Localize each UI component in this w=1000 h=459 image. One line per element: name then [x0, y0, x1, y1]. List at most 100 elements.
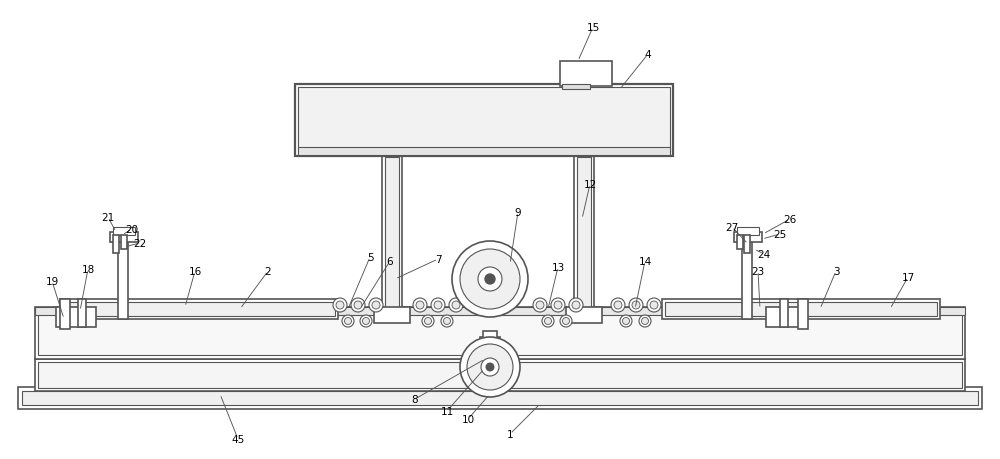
- Bar: [742, 237, 752, 319]
- Circle shape: [416, 302, 424, 309]
- Text: 10: 10: [461, 414, 475, 424]
- Circle shape: [351, 298, 365, 312]
- Circle shape: [452, 302, 460, 309]
- Text: 15: 15: [586, 23, 600, 33]
- Circle shape: [372, 302, 380, 309]
- Text: 11: 11: [440, 406, 454, 416]
- Bar: [295, 85, 673, 157]
- Bar: [113, 235, 119, 253]
- Circle shape: [647, 298, 661, 312]
- Circle shape: [431, 298, 445, 312]
- Text: 9: 9: [515, 207, 521, 218]
- Text: 13: 13: [551, 263, 565, 272]
- Text: 6: 6: [387, 257, 393, 266]
- Circle shape: [478, 268, 502, 291]
- Circle shape: [354, 302, 362, 309]
- Circle shape: [336, 302, 344, 309]
- Text: 20: 20: [125, 224, 139, 235]
- Circle shape: [460, 337, 520, 397]
- Bar: [566, 308, 602, 323]
- Circle shape: [425, 318, 432, 325]
- Text: 27: 27: [725, 223, 739, 233]
- Bar: [737, 235, 743, 249]
- Bar: [744, 235, 750, 253]
- Text: 45: 45: [231, 434, 245, 444]
- Text: 26: 26: [783, 214, 797, 224]
- Bar: [35, 308, 965, 315]
- Circle shape: [614, 302, 622, 309]
- Circle shape: [413, 298, 427, 312]
- Circle shape: [554, 302, 562, 309]
- Bar: [382, 156, 402, 315]
- Circle shape: [611, 298, 625, 312]
- Bar: [56, 308, 96, 327]
- Circle shape: [551, 298, 565, 312]
- Circle shape: [620, 315, 632, 327]
- Bar: [577, 157, 591, 313]
- Text: 1: 1: [507, 429, 513, 439]
- Bar: [662, 299, 940, 319]
- Circle shape: [622, 318, 630, 325]
- Bar: [18, 387, 982, 409]
- Circle shape: [632, 302, 640, 309]
- Circle shape: [629, 298, 643, 312]
- Text: 8: 8: [412, 394, 418, 404]
- Bar: [766, 308, 804, 327]
- Text: 2: 2: [265, 266, 271, 276]
- Bar: [798, 299, 808, 329]
- Bar: [35, 308, 965, 359]
- Text: 23: 23: [751, 266, 765, 276]
- Circle shape: [485, 274, 495, 285]
- Bar: [63, 302, 335, 316]
- Circle shape: [449, 298, 463, 312]
- Circle shape: [562, 318, 570, 325]
- Circle shape: [452, 241, 528, 317]
- Circle shape: [650, 302, 658, 309]
- Circle shape: [345, 318, 352, 325]
- Bar: [665, 302, 937, 316]
- Bar: [113, 228, 135, 235]
- Bar: [574, 156, 594, 315]
- Bar: [118, 237, 128, 319]
- Circle shape: [481, 358, 499, 376]
- Circle shape: [369, 298, 383, 312]
- Bar: [374, 308, 410, 323]
- Circle shape: [572, 302, 580, 309]
- Text: 3: 3: [833, 266, 839, 276]
- Text: 17: 17: [901, 272, 915, 282]
- Circle shape: [544, 318, 552, 325]
- Circle shape: [569, 298, 583, 312]
- Bar: [483, 331, 497, 341]
- Bar: [560, 62, 612, 87]
- Circle shape: [333, 298, 347, 312]
- Circle shape: [342, 315, 354, 327]
- Circle shape: [467, 344, 513, 390]
- Circle shape: [639, 315, 651, 327]
- Bar: [734, 233, 762, 242]
- Circle shape: [363, 318, 370, 325]
- Text: 24: 24: [757, 249, 771, 259]
- Text: 18: 18: [81, 264, 95, 274]
- Circle shape: [360, 315, 372, 327]
- Bar: [38, 362, 962, 388]
- Circle shape: [422, 315, 434, 327]
- Text: 22: 22: [133, 239, 147, 248]
- Text: 16: 16: [188, 266, 202, 276]
- Bar: [385, 157, 399, 313]
- Bar: [110, 233, 138, 242]
- Text: 5: 5: [367, 252, 373, 263]
- Circle shape: [441, 315, 453, 327]
- Circle shape: [460, 249, 520, 309]
- Circle shape: [533, 298, 547, 312]
- Bar: [60, 299, 70, 329]
- Bar: [480, 337, 500, 369]
- Text: 25: 25: [773, 230, 787, 240]
- Circle shape: [560, 315, 572, 327]
- Bar: [78, 299, 86, 327]
- Bar: [38, 311, 962, 355]
- Text: 19: 19: [45, 276, 59, 286]
- Circle shape: [486, 364, 494, 371]
- Bar: [737, 228, 759, 235]
- Bar: [121, 235, 127, 249]
- Circle shape: [642, 318, 648, 325]
